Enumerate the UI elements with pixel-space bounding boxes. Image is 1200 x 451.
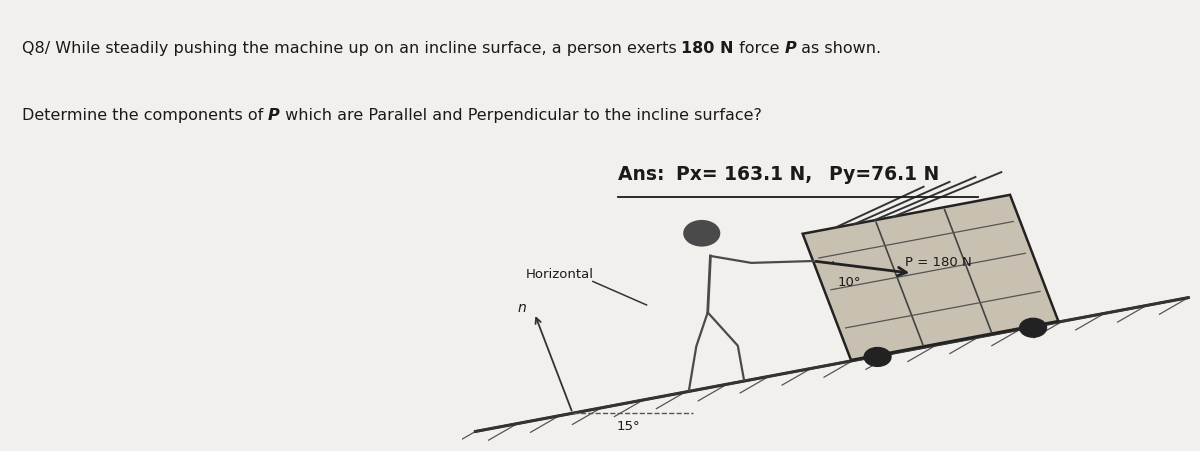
Text: P = 180 N: P = 180 N xyxy=(906,255,972,268)
Text: force: force xyxy=(734,41,785,55)
Text: Py=76.1 N: Py=76.1 N xyxy=(816,165,940,184)
Text: Determine the components of: Determine the components of xyxy=(22,108,268,123)
Text: 10°: 10° xyxy=(838,275,860,288)
Text: as shown.: as shown. xyxy=(797,41,882,55)
Text: which are Parallel and Perpendicular to the incline surface?: which are Parallel and Perpendicular to … xyxy=(280,108,762,123)
Circle shape xyxy=(864,348,890,367)
Text: Px= 163.1 N,: Px= 163.1 N, xyxy=(676,165,812,184)
Text: P: P xyxy=(268,108,280,123)
Text: 180 N: 180 N xyxy=(682,41,734,55)
Text: Ans:: Ans: xyxy=(618,165,671,184)
Text: 15°: 15° xyxy=(617,419,640,432)
Circle shape xyxy=(684,221,719,246)
Text: Horizontal: Horizontal xyxy=(526,267,594,280)
Text: Q8/ While steadily pushing the machine up on an incline surface, a person exerts: Q8/ While steadily pushing the machine u… xyxy=(22,41,682,55)
Circle shape xyxy=(1020,319,1046,337)
Polygon shape xyxy=(803,195,1058,360)
Text: n: n xyxy=(517,300,527,314)
Text: P: P xyxy=(785,41,797,55)
